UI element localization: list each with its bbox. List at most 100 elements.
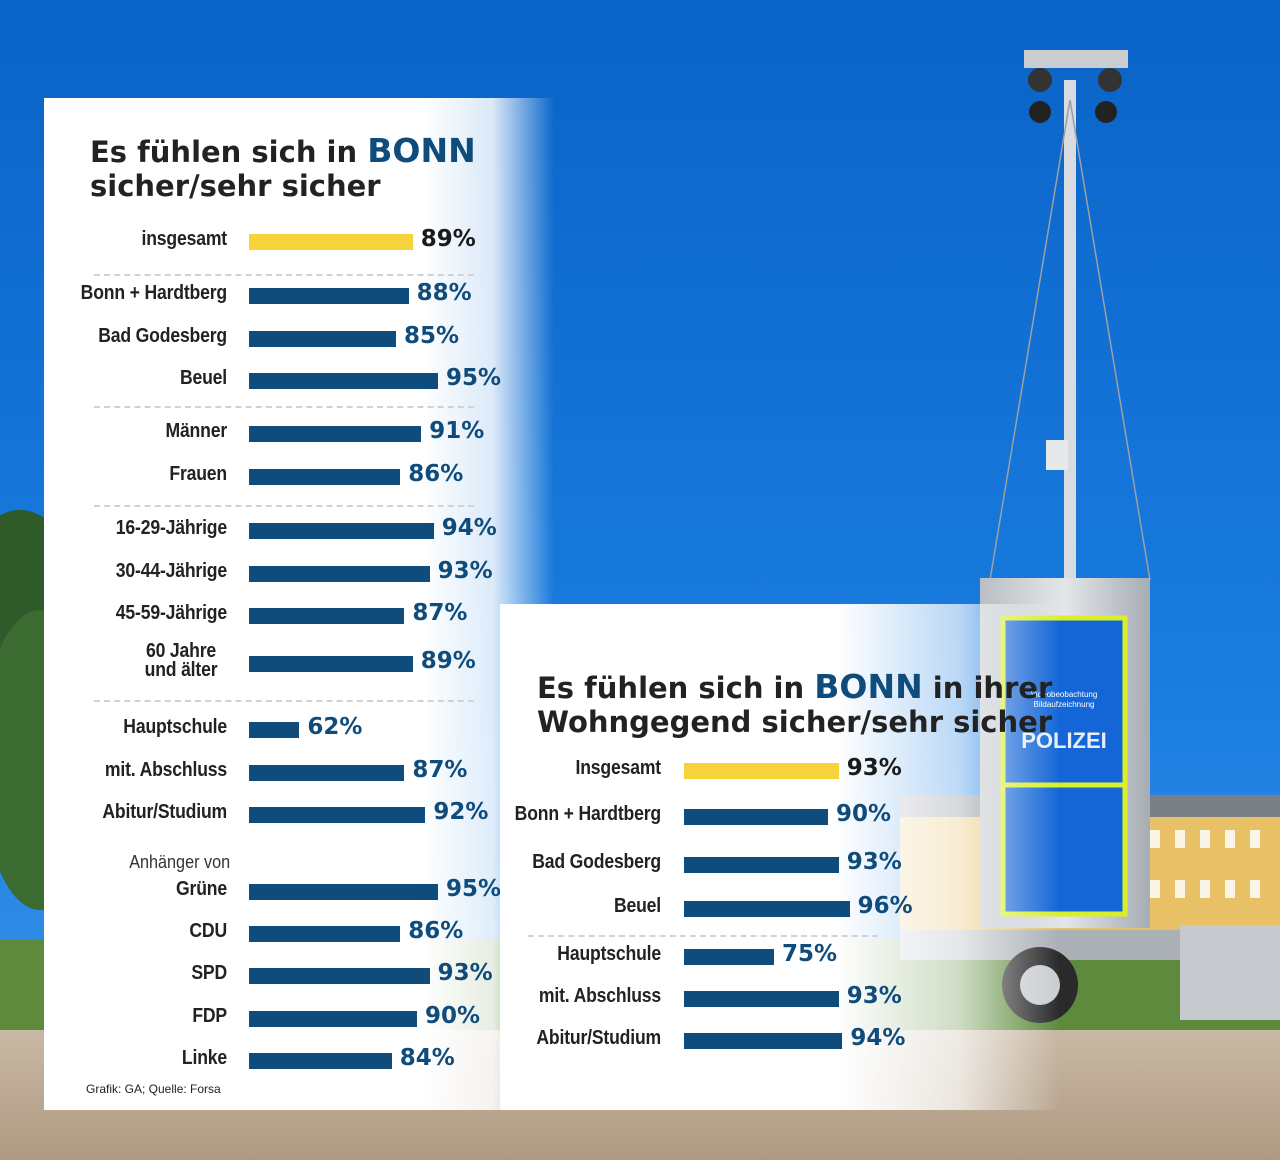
bar <box>684 857 839 873</box>
bar-label: Linke <box>181 1047 227 1069</box>
bar <box>249 523 434 539</box>
chart2-row: Beuel 96% <box>500 893 1060 929</box>
bar-highlight <box>249 234 413 250</box>
bar <box>684 1033 843 1049</box>
chart2-row: Abitur/Studium 94% <box>500 1025 1060 1061</box>
bar-value: 91% <box>429 418 485 444</box>
mast-pole <box>1064 80 1076 580</box>
separator <box>94 274 474 276</box>
bar-value: 95% <box>446 365 502 391</box>
bar <box>249 608 405 624</box>
chart1-row: 30-44-Jährige 93% <box>44 558 554 594</box>
bar-label: insgesamt <box>141 228 228 250</box>
bar <box>249 566 430 582</box>
chart1-row: Bad Godesberg 85% <box>44 323 554 359</box>
bar <box>249 469 401 485</box>
camera-icon <box>1028 68 1052 92</box>
bar-label: Abitur/Studium <box>102 801 227 823</box>
bar <box>684 809 828 825</box>
bar-label: 45-59-Jährige <box>115 602 227 624</box>
chart1-row: CDU 86% <box>44 918 554 954</box>
bar <box>249 373 438 389</box>
chart1-source: Grafik: GA; Quelle: Forsa <box>86 1082 221 1096</box>
mast-box <box>1046 440 1068 470</box>
bar-value: 93% <box>846 983 902 1009</box>
bar-value: 95% <box>446 876 502 902</box>
camera-icon <box>1095 101 1117 123</box>
bar-label: CDU <box>189 920 227 942</box>
trailer-sign-top: Videobeobachtung <box>1031 690 1098 699</box>
bar-label: Insgesamt <box>575 757 662 779</box>
bar <box>249 968 430 984</box>
bar <box>249 656 413 672</box>
chart1-row: FDP 90% <box>44 1003 554 1039</box>
chart1-row: Hauptschule 62% <box>44 714 554 750</box>
chart2-title: Es fühlen sich in BONN in ihrer Wohngege… <box>537 667 1053 740</box>
bar <box>249 1053 392 1069</box>
chart1-row: 60 Jahre und älter 89% <box>44 641 554 684</box>
bar-value: 93% <box>437 558 493 584</box>
building-windows <box>1150 830 1260 898</box>
bar-value: 93% <box>437 960 493 986</box>
bar-value: 85% <box>404 323 460 349</box>
chart-panel-neighbourhood: Es fühlen sich in BONN in ihrer Wohngege… <box>500 604 1060 1110</box>
chart1-row: Linke 84% <box>44 1045 554 1081</box>
chart1-row: Männer 91% <box>44 418 554 454</box>
bar-value: 93% <box>846 755 902 781</box>
bar-value: 75% <box>782 941 838 967</box>
bar <box>684 991 839 1007</box>
guy-wire <box>989 99 1071 581</box>
bar <box>249 722 300 738</box>
mast-top-plate <box>1024 50 1128 68</box>
trailer-sign-bottom: Bildaufzeichnung <box>1034 700 1095 709</box>
chart1-row: Abitur/Studium 92% <box>44 799 554 835</box>
bar-label: Bonn + Hardtberg <box>80 282 227 304</box>
bar-value: 87% <box>412 757 468 783</box>
chart2-title-line2: Wohngegend sicher/sehr sicher <box>537 705 1053 739</box>
bar-label: Bonn + Hardtberg <box>514 803 661 825</box>
bar-label: 60 Jahre und älter <box>144 640 218 681</box>
chart1-row: Beuel 95% <box>44 365 554 401</box>
bar-label: mit. Abschluss <box>104 759 227 781</box>
bar <box>249 331 396 347</box>
bar-label: 30-44-Jährige <box>115 560 227 582</box>
bar-value: 89% <box>420 226 476 252</box>
bar-value: 90% <box>425 1003 481 1029</box>
bar-label: Beuel <box>179 367 227 389</box>
bar-label: Grüne <box>176 878 227 900</box>
bar <box>249 807 426 823</box>
separator <box>94 700 474 702</box>
chart2-row: Bonn + Hardtberg 90% <box>500 801 1060 837</box>
chart-panel-city: Es fühlen sich in BONN sicher/sehr siche… <box>44 98 554 1110</box>
bar <box>684 949 774 965</box>
camera-icon <box>1029 101 1051 123</box>
bar-value: 93% <box>846 849 902 875</box>
bar-value: 96% <box>857 893 913 919</box>
bar-value: 90% <box>836 801 892 827</box>
bar-value: 86% <box>408 918 464 944</box>
chart1-group-heading: Anhänger von <box>129 852 230 872</box>
bar <box>249 1011 417 1027</box>
diamond-plate <box>1180 925 1280 1020</box>
bar-value: 84% <box>399 1045 455 1071</box>
chart2-row: Insgesamt 93% <box>500 755 1060 791</box>
guy-wire <box>1069 99 1151 581</box>
bar-label: FDP <box>192 1005 227 1027</box>
bar-label: Hauptschule <box>123 716 227 738</box>
chart1-row: mit. Abschluss 87% <box>44 757 554 793</box>
separator <box>94 505 474 507</box>
chart1-row: Frauen 86% <box>44 461 554 497</box>
bar-value: 87% <box>412 600 468 626</box>
bar-value: 94% <box>850 1025 906 1051</box>
bar <box>249 288 409 304</box>
chart1-title: Es fühlen sich in BONN sicher/sehr siche… <box>90 131 476 204</box>
chart2-row: Bad Godesberg 93% <box>500 849 1060 885</box>
bar-value: 92% <box>433 799 489 825</box>
bar <box>684 901 850 917</box>
chart1-title-line2: sicher/sehr sicher <box>90 169 381 203</box>
bar-label: mit. Abschluss <box>538 985 661 1007</box>
bar-label: Beuel <box>613 895 661 917</box>
bar <box>249 884 438 900</box>
bar-value: 94% <box>441 515 497 541</box>
bar-label: Frauen <box>169 463 227 485</box>
